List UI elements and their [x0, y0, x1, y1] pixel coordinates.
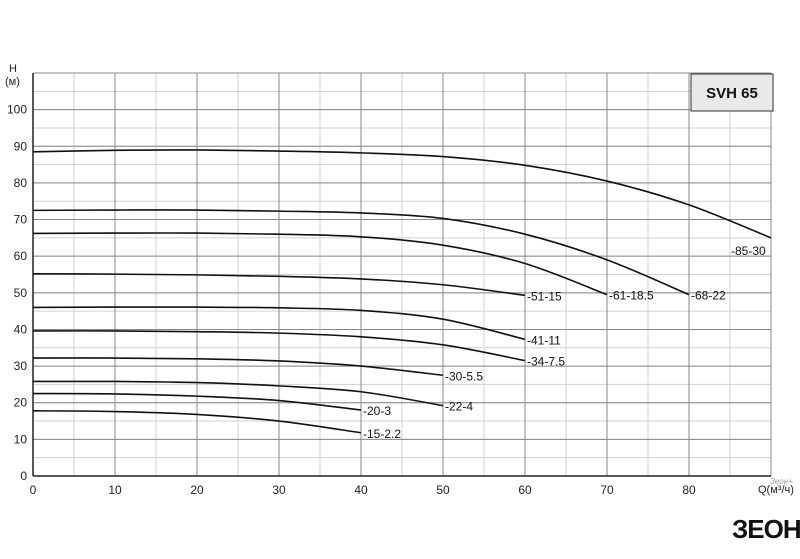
curve-15-2_2: [32, 409, 362, 434]
y-tick-labels: 0 10 20 30 40 50 60 70 80 90 100: [7, 103, 27, 483]
curve-label: -15-2.2: [363, 427, 401, 441]
curve-label: -68-22: [691, 289, 726, 303]
y-axis-title-unit: (м): [5, 76, 20, 88]
watermark: Зеон+: [770, 477, 793, 486]
y-tick-label: 100: [7, 103, 27, 117]
brand-logo: ЗЕОН: [732, 516, 800, 542]
curve-label: -34-7.5: [527, 355, 565, 369]
curve-68-22: [32, 209, 690, 296]
x-tick-label: 70: [600, 483, 614, 497]
model-badge: SVH 65: [690, 73, 774, 112]
curve-51-15: [32, 272, 526, 297]
y-tick-label: 50: [14, 286, 28, 300]
x-axis-title: Q(м³/ч): [758, 484, 794, 496]
y-tick-label: 40: [14, 322, 28, 336]
y-tick-label: 90: [14, 139, 28, 153]
curve-20-3: [32, 392, 362, 411]
y-tick-label: 10: [14, 432, 28, 446]
y-tick-label: 70: [14, 213, 28, 227]
y-tick-label: 20: [14, 396, 28, 410]
x-tick-label: 10: [108, 483, 122, 497]
y-tick-label: 80: [14, 176, 28, 190]
x-tick-label: 20: [190, 483, 204, 497]
curve-label: -85-30: [731, 244, 766, 258]
curve-41-11: [32, 306, 526, 341]
curve-label: -22-4: [445, 400, 473, 414]
model-badge-text: SVH 65: [706, 85, 758, 102]
curve-61-18_5: [32, 232, 608, 296]
curve-labels: -85-30 -68-22 -61-18.5 -51-15 -41-11 -34-7.5 -…: [363, 244, 766, 441]
curve-85-30: [32, 149, 772, 239]
curve-label: -30-5.5: [445, 369, 483, 383]
y-tick-label: 60: [14, 249, 28, 263]
y-tick-label: 0: [20, 469, 27, 483]
curve-30-5_5: [32, 357, 444, 377]
y-tick-label: 30: [14, 359, 28, 373]
x-tick-label: 50: [436, 483, 450, 497]
curve-22-4: [32, 380, 444, 407]
major-grid: [32, 72, 772, 477]
curve-label: -41-11: [527, 333, 561, 347]
x-tick-label: 40: [354, 483, 368, 497]
curve-label: -20-3: [363, 404, 391, 418]
curve-label: -51-15: [527, 289, 562, 303]
curve-label: -61-18.5: [609, 289, 654, 303]
curve-34-7_5: [32, 330, 526, 362]
x-tick-label: 60: [518, 483, 532, 497]
y-axis-title-h: H: [9, 63, 17, 75]
x-tick-label: 30: [272, 483, 286, 497]
x-tick-label: 0: [30, 483, 37, 497]
pump-curves: [32, 149, 772, 434]
x-tick-label: 80: [682, 483, 696, 497]
x-tick-labels: 0 10 20 30 40 50 60 70 80: [30, 483, 696, 497]
model-badge-box: [690, 73, 774, 112]
brand-logo-text: ЗЕОН: [732, 514, 800, 544]
